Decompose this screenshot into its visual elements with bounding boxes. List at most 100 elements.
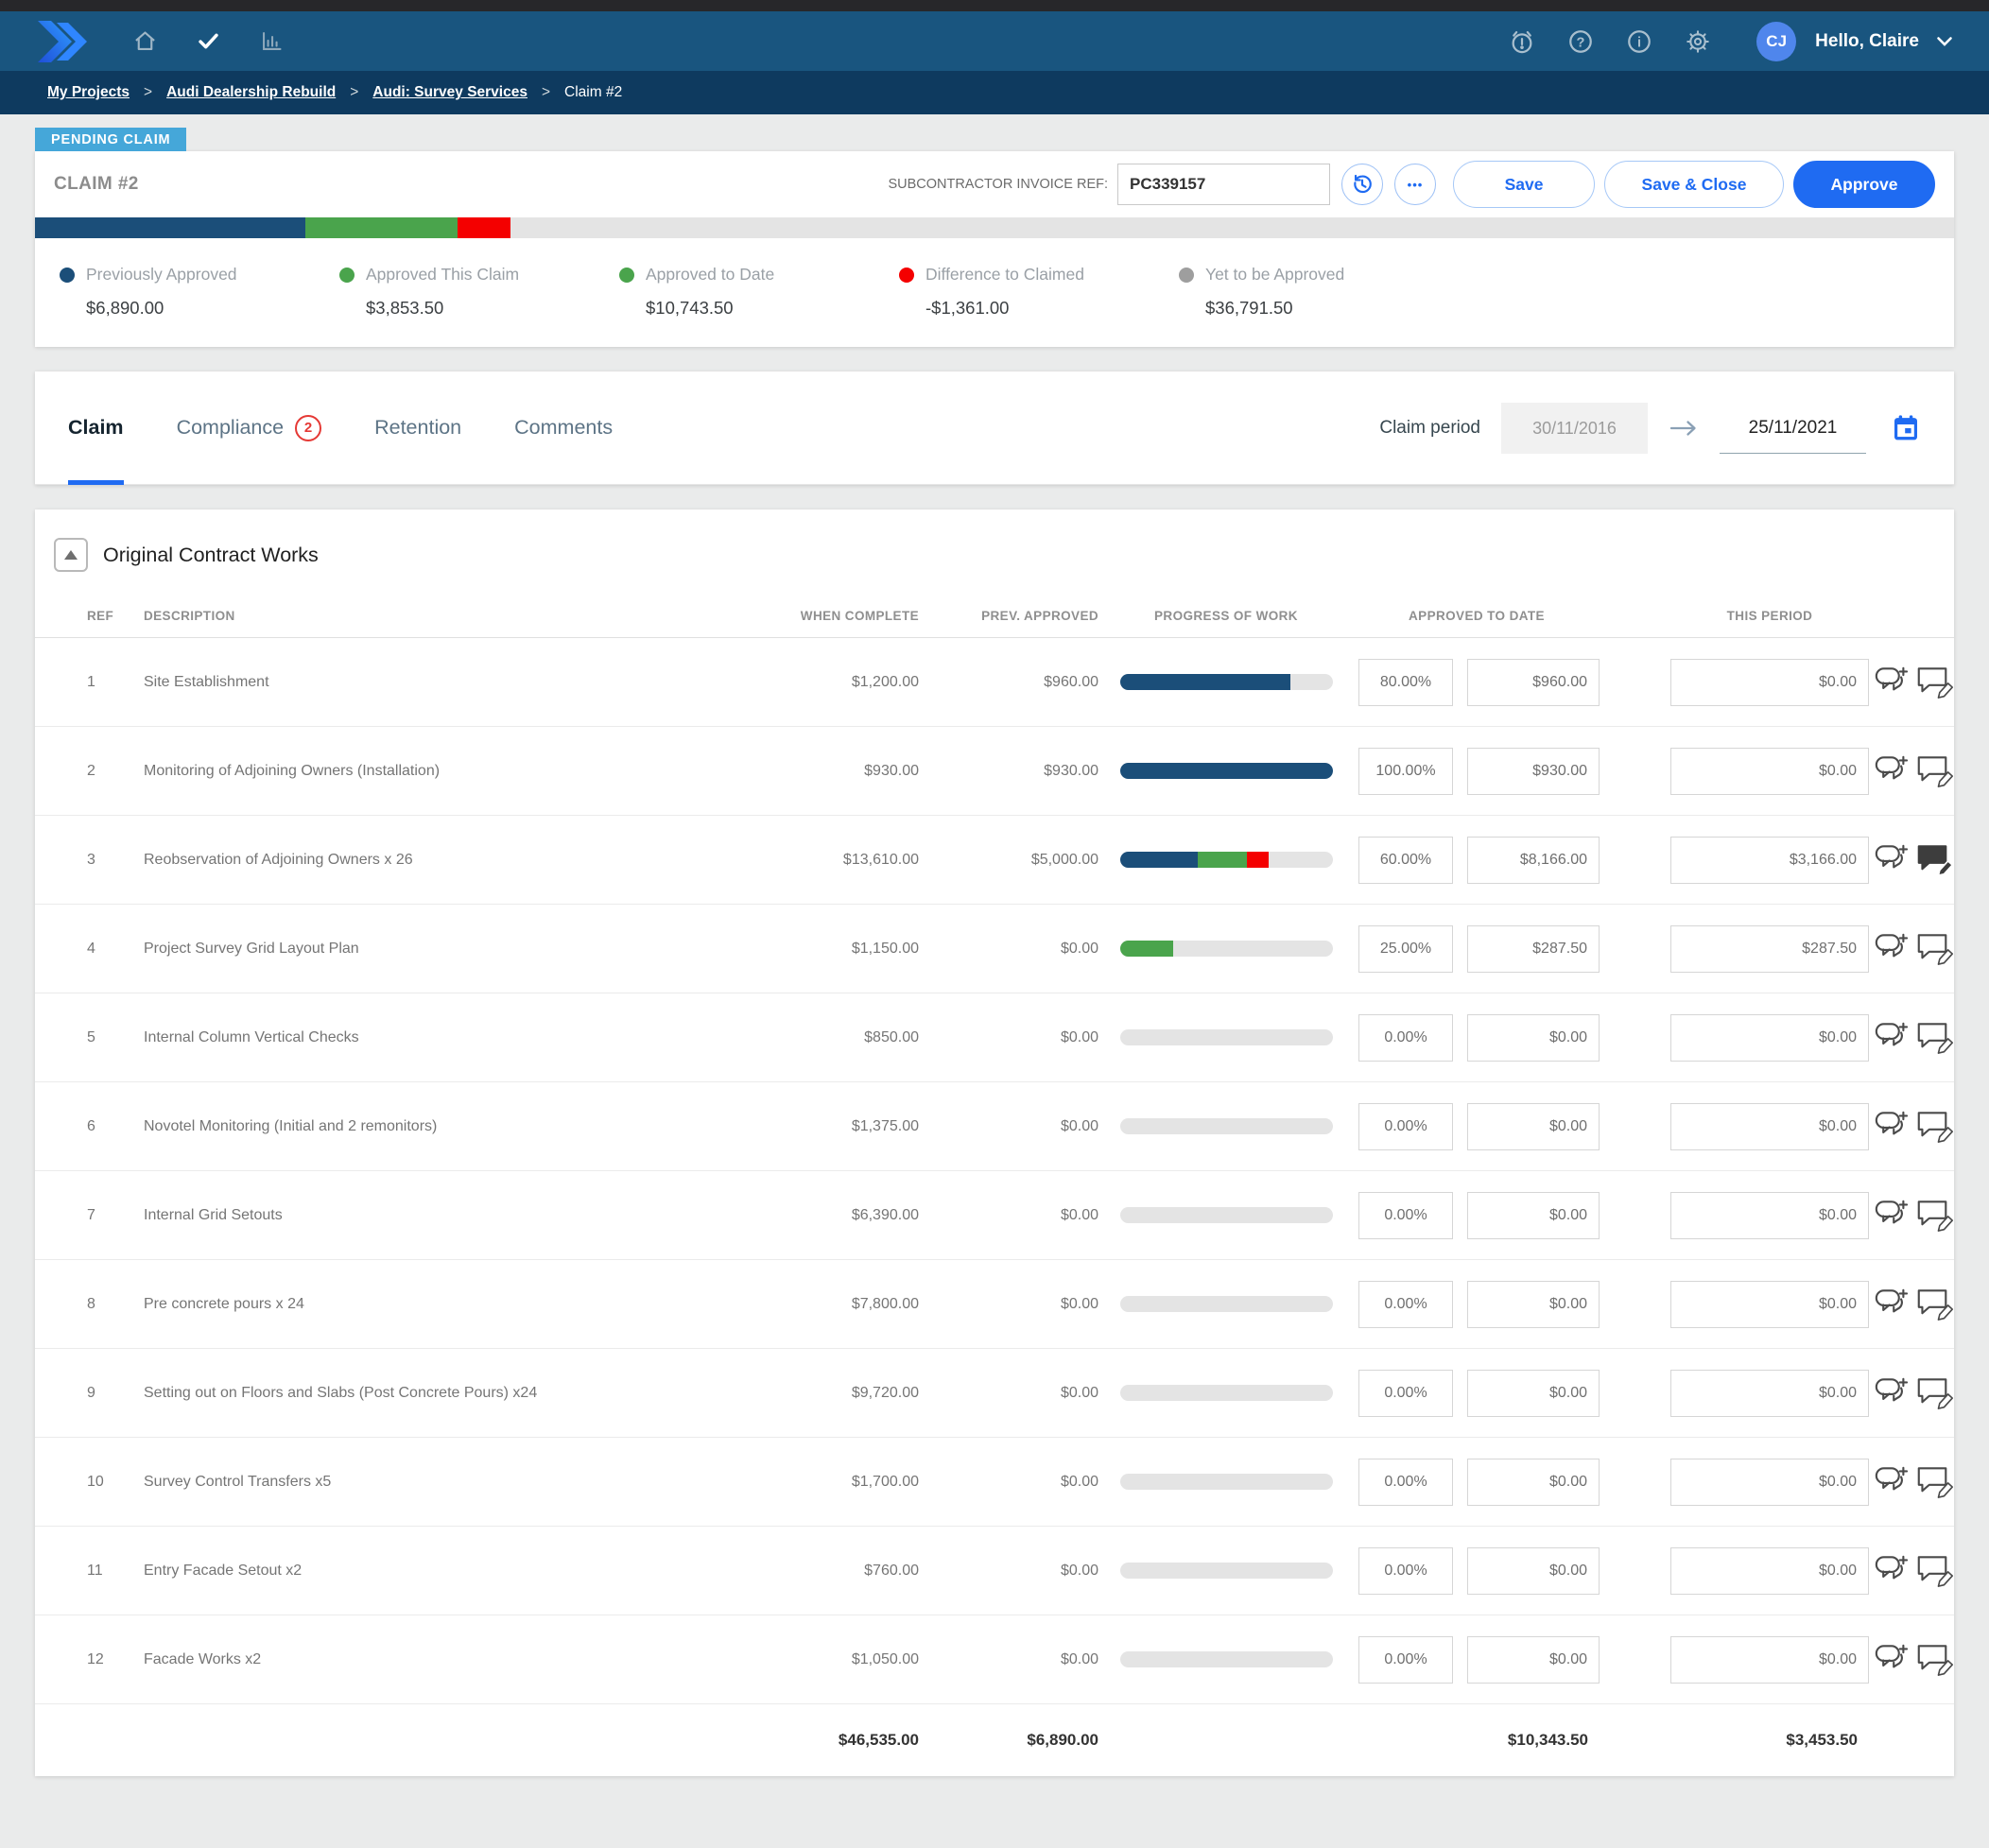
add-comment-icon[interactable] — [1875, 665, 1913, 700]
help-icon[interactable]: ? — [1567, 28, 1594, 55]
add-comment-icon[interactable] — [1875, 931, 1913, 967]
collapse-section-button[interactable] — [54, 538, 88, 572]
tab-claim[interactable]: Claim — [68, 371, 124, 485]
add-comment-icon[interactable] — [1875, 1198, 1913, 1234]
note-edit-icon[interactable] — [1916, 1109, 1955, 1145]
tab-retention[interactable]: Retention — [374, 371, 461, 485]
add-comment-icon[interactable] — [1875, 753, 1913, 789]
percent-input[interactable] — [1358, 1635, 1453, 1684]
percent-input[interactable] — [1358, 1013, 1453, 1062]
note-edit-icon[interactable] — [1916, 931, 1955, 967]
tab-compliance[interactable]: Compliance 2 — [177, 371, 322, 485]
approved-to-date-input[interactable] — [1467, 1280, 1600, 1328]
row-ref: 6 — [87, 1117, 95, 1134]
approved-to-date-input[interactable] — [1467, 1191, 1600, 1239]
this-period-input[interactable] — [1670, 924, 1869, 973]
save-close-button[interactable]: Save & Close — [1604, 161, 1784, 208]
save-button[interactable]: Save — [1453, 161, 1595, 208]
col-header-when-complete: WHEN COMPLETE — [800, 609, 919, 623]
note-edit-icon[interactable] — [1916, 1375, 1955, 1411]
note-edit-icon[interactable] — [1916, 753, 1955, 789]
this-period-input[interactable] — [1670, 1013, 1869, 1062]
approved-to-date-input[interactable] — [1467, 836, 1600, 884]
percent-input[interactable] — [1358, 658, 1453, 706]
add-comment-icon[interactable] — [1875, 842, 1913, 878]
approved-to-date-input[interactable] — [1467, 1546, 1600, 1595]
alarm-icon[interactable] — [1509, 28, 1535, 55]
home-icon[interactable] — [132, 28, 158, 54]
add-comment-icon[interactable] — [1875, 1109, 1913, 1145]
history-button[interactable] — [1341, 164, 1383, 205]
this-period-input[interactable] — [1670, 1191, 1869, 1239]
percent-input[interactable] — [1358, 1191, 1453, 1239]
percent-input[interactable] — [1358, 1458, 1453, 1506]
note-edit-icon[interactable] — [1916, 842, 1955, 878]
row-description: Internal Grid Setouts — [144, 1206, 283, 1223]
percent-input[interactable] — [1358, 747, 1453, 795]
row-when-complete: $850.00 — [864, 1028, 919, 1045]
percent-input[interactable] — [1358, 1102, 1453, 1150]
totals-row: $46,535.00 $6,890.00 $10,343.50 $3,453.5… — [35, 1704, 1954, 1776]
note-edit-icon[interactable] — [1916, 1553, 1955, 1589]
this-period-input[interactable] — [1670, 1369, 1869, 1417]
add-comment-icon[interactable] — [1875, 1642, 1913, 1678]
approve-button[interactable]: Approve — [1793, 161, 1935, 208]
this-period-input[interactable] — [1670, 747, 1869, 795]
add-comment-icon[interactable] — [1875, 1020, 1913, 1056]
chevron-down-icon[interactable] — [1936, 36, 1953, 47]
percent-input[interactable] — [1358, 924, 1453, 973]
row-ref: 8 — [87, 1295, 95, 1312]
note-edit-icon[interactable] — [1916, 1287, 1955, 1322]
percent-input[interactable] — [1358, 1369, 1453, 1417]
row-prev-approved: $960.00 — [1044, 673, 1098, 690]
add-comment-icon[interactable] — [1875, 1464, 1913, 1500]
note-edit-icon[interactable] — [1916, 1198, 1955, 1234]
invoice-ref-input[interactable] — [1117, 164, 1330, 205]
note-edit-icon[interactable] — [1916, 1020, 1955, 1056]
approved-to-date-input[interactable] — [1467, 1458, 1600, 1506]
claims-check-icon[interactable] — [196, 28, 221, 54]
legend-dot — [619, 267, 634, 283]
breadcrumb-separator: > — [144, 84, 153, 100]
app-logo[interactable] — [36, 20, 89, 62]
add-comment-icon[interactable] — [1875, 1375, 1913, 1411]
note-edit-icon[interactable] — [1916, 665, 1955, 700]
approved-to-date-input[interactable] — [1467, 924, 1600, 973]
legend-item: Approved This Claim $3,853.50 — [339, 265, 619, 319]
add-comment-icon[interactable] — [1875, 1287, 1913, 1322]
breadcrumb-link-contract[interactable]: Audi: Survey Services — [372, 84, 528, 100]
percent-input[interactable] — [1358, 1546, 1453, 1595]
this-period-input[interactable] — [1670, 1635, 1869, 1684]
this-period-input[interactable] — [1670, 658, 1869, 706]
avatar[interactable]: CJ — [1756, 21, 1797, 61]
breadcrumb-link-my-projects[interactable]: My Projects — [47, 84, 130, 100]
add-comment-icon[interactable] — [1875, 1553, 1913, 1589]
percent-input[interactable] — [1358, 836, 1453, 884]
approved-to-date-input[interactable] — [1467, 747, 1600, 795]
table-row: 8 Pre concrete pours x 24 $7,800.00 $0.0… — [35, 1260, 1954, 1349]
this-period-input[interactable] — [1670, 1458, 1869, 1506]
approved-to-date-input[interactable] — [1467, 1369, 1600, 1417]
note-edit-icon[interactable] — [1916, 1464, 1955, 1500]
approved-to-date-input[interactable] — [1467, 1102, 1600, 1150]
calendar-icon[interactable] — [1891, 413, 1921, 443]
more-options-button[interactable]: ••• — [1394, 164, 1436, 205]
this-period-input[interactable] — [1670, 1546, 1869, 1595]
info-icon[interactable]: i — [1626, 28, 1652, 55]
legend-item: Previously Approved $6,890.00 — [60, 265, 339, 319]
user-menu[interactable]: CJ Hello, Claire — [1756, 21, 1953, 61]
row-when-complete: $1,150.00 — [851, 940, 919, 957]
breadcrumb-link-project[interactable]: Audi Dealership Rebuild — [166, 84, 337, 100]
approved-to-date-input[interactable] — [1467, 658, 1600, 706]
this-period-input[interactable] — [1670, 1280, 1869, 1328]
approved-to-date-input[interactable] — [1467, 1013, 1600, 1062]
gear-icon[interactable] — [1685, 28, 1711, 55]
claim-period-end[interactable]: 25/11/2021 — [1720, 403, 1866, 454]
approved-to-date-input[interactable] — [1467, 1635, 1600, 1684]
this-period-input[interactable] — [1670, 1102, 1869, 1150]
tab-comments[interactable]: Comments — [514, 371, 613, 485]
percent-input[interactable] — [1358, 1280, 1453, 1328]
this-period-input[interactable] — [1670, 836, 1869, 884]
reports-chart-icon[interactable] — [259, 28, 285, 54]
note-edit-icon[interactable] — [1916, 1642, 1955, 1678]
